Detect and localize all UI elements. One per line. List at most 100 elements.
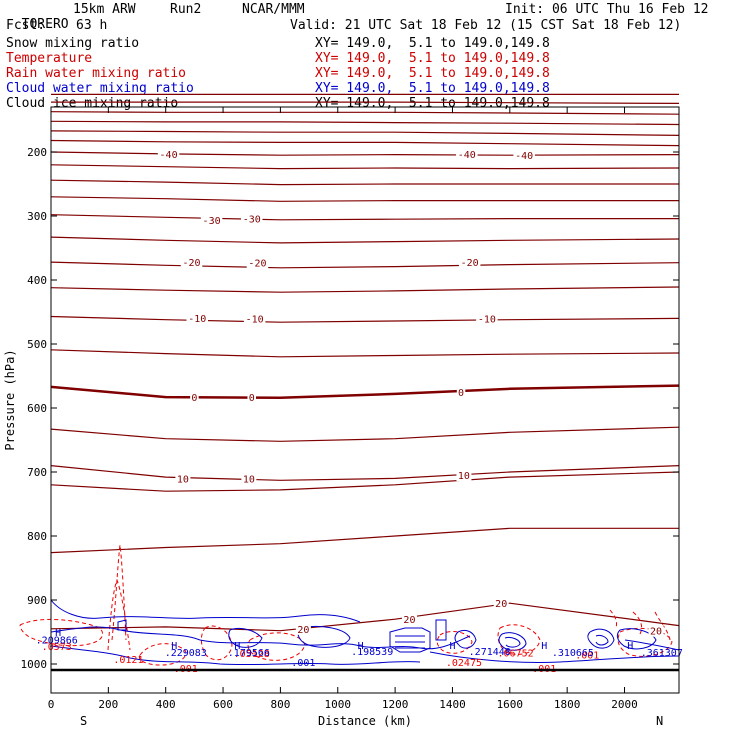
header-valid: Valid: 21 UTC Sat 18 Feb 12 (15 CST Sat … — [290, 18, 682, 33]
isotherm-label: -10 — [188, 314, 206, 325]
isotherm-label: 10 — [458, 471, 470, 482]
x-tick-label: 1000 — [325, 698, 352, 711]
x-tick-label: 1400 — [439, 698, 466, 711]
cloud-water-max-marker: H — [234, 641, 240, 652]
isotherm-line — [50, 426, 680, 442]
isotherm-label: -10 — [246, 314, 264, 325]
field-xy-temperature: XY= 149.0, 5.1 to 149.0,149.8 — [315, 51, 550, 66]
isotherm-line — [50, 315, 680, 323]
isotherm-label: 20 — [495, 599, 507, 610]
cloud-water-contours — [50, 599, 680, 666]
field-name-snow: Snow mixing ratio — [6, 36, 140, 51]
isotherm-line — [50, 214, 679, 221]
header-grid: 15km ARW — [73, 2, 136, 17]
axes: 0 200 400 600 800 1000 1200 1400 1600 1800 2000200… — [21, 107, 679, 711]
y-tick-label: 900 — [27, 594, 47, 607]
isotherm-line — [50, 139, 680, 147]
cloud-water-label: .179566 — [228, 648, 270, 659]
isotherm-line — [50, 130, 680, 136]
isotherm-line — [50, 111, 680, 115]
cloud-water-contour — [117, 619, 127, 631]
rain-water-contours — [19, 544, 673, 666]
contour-labels: -40 -40 -40 -30 -30 -20 -20 -20 -10 -10 -10 0 0 0 10 10… — [36, 147, 683, 675]
cloud-water-label: .001 — [291, 658, 315, 669]
isotherm-label: 0 — [458, 388, 464, 399]
isotherm-label-bg — [456, 469, 472, 482]
isotherm-label: 20 — [650, 627, 662, 638]
plot-frame — [50, 106, 680, 694]
y-tick-label: 800 — [27, 530, 47, 543]
cloud-water-label: .271448 — [469, 647, 511, 658]
field-xy-rain: XY= 149.0, 5.1 to 149.0,149.8 — [315, 66, 550, 81]
isotherm-label: -20 — [182, 258, 200, 269]
isotherm-label: -10 — [478, 314, 496, 325]
isotherm-label-bg — [246, 256, 269, 269]
field-name-temperature: Temperature — [6, 51, 93, 66]
isotherm-label-bg — [493, 597, 509, 610]
isotherm-label-bg — [186, 311, 208, 324]
x-axis-label: Distance (km) — [318, 714, 412, 728]
x-tick-label: 1600 — [497, 698, 524, 711]
cloud-water-contour — [435, 619, 447, 641]
cloud-water-label: .198539 — [351, 647, 393, 658]
isotherm-line — [50, 465, 680, 481]
isotherm-label-bg — [401, 613, 417, 626]
isotherm-label-bg — [240, 212, 263, 225]
x-tick-label: 200 — [98, 698, 118, 711]
cloud-water-max-marker: H — [358, 641, 364, 652]
isotherm-label: -40 — [160, 150, 178, 161]
isotherm-label: 10 — [177, 474, 189, 485]
rain-water-label: .05128 — [234, 649, 270, 660]
rain-contour — [19, 618, 103, 647]
y-axis-label: Pressure (hPa) — [3, 349, 17, 450]
isotherm-label-bg — [456, 147, 478, 160]
cloud-water-contour — [50, 599, 361, 623]
isotherm-label-bg — [157, 147, 180, 160]
cloud-water-max-marker: H — [541, 641, 547, 652]
cloud-water-contour — [389, 627, 431, 653]
x-tick-label: 2000 — [611, 698, 638, 711]
rain-water-label: .0573 — [42, 642, 72, 653]
rain-contour — [617, 627, 673, 657]
isotherm-label: -40 — [458, 150, 476, 161]
x-tick-label: 1800 — [554, 698, 581, 711]
rain-contour — [632, 611, 643, 635]
north-end-label: N — [656, 714, 663, 728]
field-name-cloud-water: Cloud water mixing ratio — [6, 81, 194, 96]
isotherm-line — [50, 384, 680, 400]
cloud-water-label: .209866 — [36, 636, 78, 647]
cloud-water-contour — [595, 635, 609, 646]
rain-water-label: .0121 — [113, 655, 143, 666]
cloud-water-max-marker: H — [55, 628, 61, 639]
isotherm-line — [50, 602, 680, 632]
header-org: NCAR/MMM — [242, 2, 305, 17]
isotherm-label-bg — [247, 391, 256, 404]
field-xy-snow: XY= 149.0, 5.1 to 149.0,149.8 — [315, 36, 550, 51]
isotherm-label: -30 — [243, 215, 261, 226]
isotherm-label: 20 — [297, 625, 309, 636]
cloud-water-contour — [504, 637, 521, 648]
header-init: Init: 06 UTC Thu 16 Feb 12 — [505, 2, 709, 17]
isotherm-line — [50, 179, 679, 186]
cloud-water-max-marker: H — [449, 641, 455, 652]
y-tick-label: 600 — [27, 402, 47, 415]
isotherm-label-bg — [175, 472, 191, 485]
isotherm-line — [50, 196, 679, 202]
isotherm-line — [50, 120, 680, 126]
cloud-water-contour — [454, 629, 477, 649]
isotherm-label-bg — [476, 312, 498, 325]
isotherm-line — [50, 286, 680, 293]
isotherm-line — [50, 236, 680, 244]
cloud-water-contour — [498, 632, 527, 651]
y-tick-label: 1000 — [21, 658, 48, 671]
isotherm-line — [50, 261, 680, 269]
isotherm-label-bg — [648, 624, 664, 637]
cloud-water-contour — [395, 635, 425, 649]
x-tick-label: 0 — [48, 698, 55, 711]
rain-contour — [200, 625, 233, 661]
rain-water-label: .06752 — [497, 648, 533, 659]
isotherm-label-bg — [241, 472, 257, 485]
rain-contour — [654, 611, 671, 641]
isotherm-line — [51, 101, 680, 104]
